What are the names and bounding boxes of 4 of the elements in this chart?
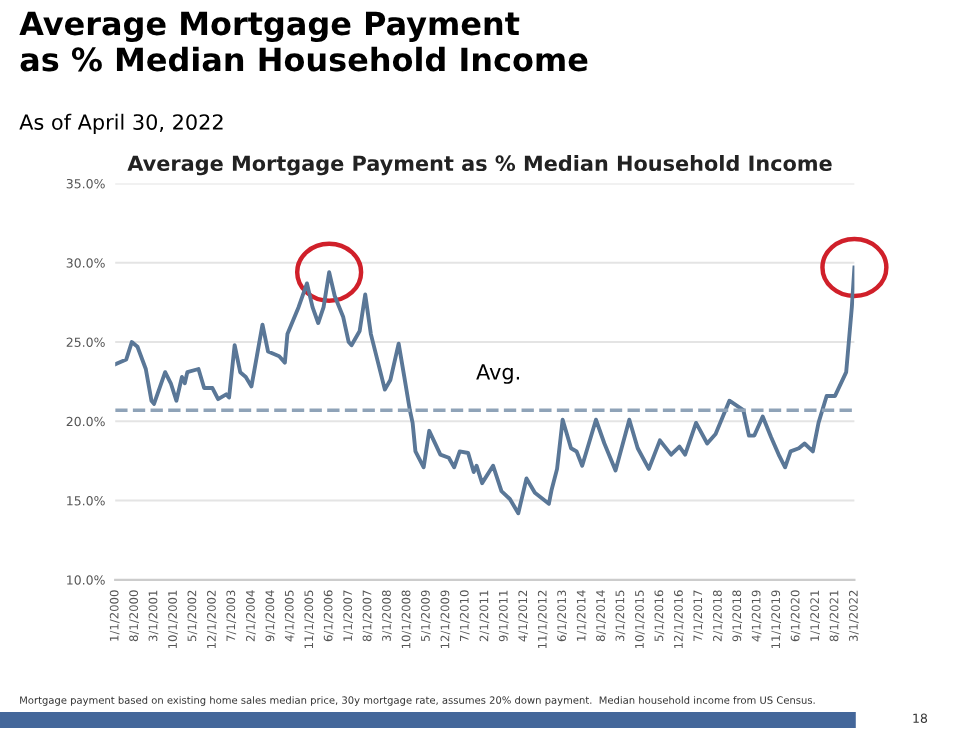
ref-line-label: Avg.	[476, 364, 519, 384]
text: Average Mortgage Payment as % Median Household Income	[127, 154, 832, 176]
chart-title: Average Mortgage Payment as % Median Household Income	[19, 11, 588, 72]
chart-subtitle: As of April 30, 2022	[19, 113, 223, 134]
